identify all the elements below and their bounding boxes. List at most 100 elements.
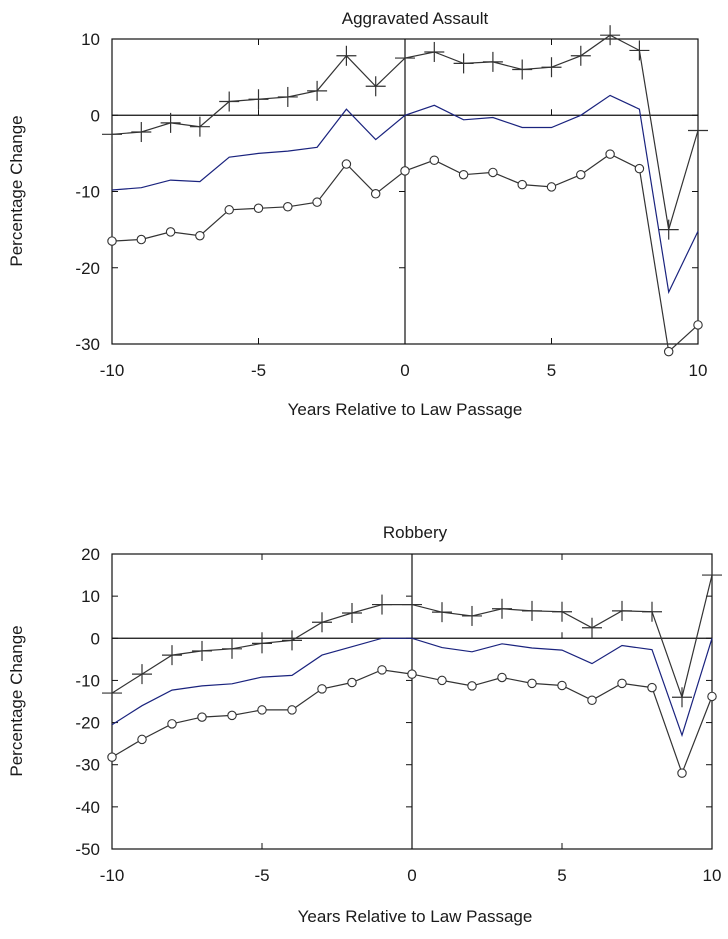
y-tick-label: -10	[75, 183, 100, 202]
x-axis-label: Years Relative to Law Passage	[288, 400, 523, 419]
x-axis-label: Years Relative to Law Passage	[298, 907, 533, 926]
circle-marker	[488, 167, 498, 178]
plus-marker	[582, 617, 602, 638]
circle-marker	[167, 719, 177, 729]
plus-marker	[160, 112, 181, 133]
plus-marker	[312, 612, 332, 633]
plus-marker	[512, 59, 533, 80]
circle-marker	[527, 678, 537, 689]
x-tick-label: -10	[100, 866, 125, 885]
x-tick-label: -5	[254, 866, 269, 885]
plus-marker	[252, 633, 272, 654]
plus-marker	[552, 601, 572, 622]
plus-marker	[102, 683, 122, 704]
y-tick-label: 0	[91, 629, 100, 648]
circle-marker	[707, 691, 717, 702]
x-tick-label: 0	[400, 361, 409, 380]
y-tick-label: -40	[75, 798, 100, 817]
circle-marker	[197, 712, 207, 722]
plus-marker	[492, 598, 512, 619]
plus-marker	[541, 57, 562, 78]
plus-marker	[672, 687, 692, 708]
y-axis-label: Percentage Change	[7, 625, 26, 776]
plus-marker	[453, 53, 474, 74]
circle-marker	[458, 169, 469, 180]
plus-marker	[365, 76, 386, 97]
plus-marker	[432, 602, 452, 623]
plus-marker	[102, 124, 122, 145]
y-tick-label: 0	[91, 106, 100, 125]
circle-marker	[605, 149, 615, 159]
circle-marker	[227, 710, 237, 721]
y-tick-label: 20	[81, 545, 100, 564]
circle-marker	[283, 202, 293, 212]
plus-marker	[402, 594, 422, 615]
circle-marker	[437, 675, 447, 686]
circle-marker	[557, 680, 567, 691]
plus-marker	[600, 25, 621, 46]
plus-marker	[462, 605, 482, 626]
plus-marker	[395, 48, 415, 69]
chart-title: Aggravated Assault	[342, 9, 489, 28]
plus-marker	[342, 603, 362, 623]
circle-marker	[257, 705, 267, 715]
plus-marker	[642, 601, 662, 622]
y-tick-label: -20	[75, 259, 100, 278]
plus-marker	[277, 86, 298, 107]
circle-marker	[107, 236, 117, 246]
plus-marker	[307, 80, 328, 101]
plus-marker	[522, 600, 542, 621]
circle-marker	[693, 320, 703, 330]
plus-marker	[189, 116, 210, 137]
circle-marker	[634, 163, 645, 174]
circle-marker	[312, 197, 322, 207]
y-tick-label: -30	[75, 335, 100, 354]
circle-marker	[407, 669, 417, 679]
plus-marker	[702, 565, 722, 586]
y-tick-label: -50	[75, 840, 100, 859]
plus-marker	[222, 638, 242, 659]
circle-marker	[587, 695, 597, 705]
plus-marker	[162, 645, 182, 666]
circle-marker	[576, 169, 586, 180]
plus-marker	[131, 122, 152, 143]
plus-marker	[282, 630, 302, 651]
plus-marker	[248, 89, 269, 110]
plus-marker	[688, 120, 708, 141]
circle-marker	[370, 189, 381, 199]
x-tick-label: 10	[703, 866, 722, 885]
circle-marker	[617, 678, 627, 689]
circle-marker	[165, 227, 176, 237]
circle-marker	[429, 155, 440, 165]
circle-marker	[517, 179, 527, 190]
plus-marker	[372, 594, 392, 615]
plus-marker	[132, 664, 152, 685]
plus-marker	[219, 91, 240, 112]
circle-marker	[224, 205, 234, 215]
circle-marker	[341, 159, 352, 169]
circle-marker	[546, 182, 557, 192]
circle-marker	[497, 672, 507, 683]
x-tick-label: 5	[547, 361, 556, 380]
circle-marker	[677, 768, 687, 778]
circle-marker	[400, 166, 410, 176]
circle-marker	[136, 234, 147, 245]
aggravated-assault-chart: Aggravated Assault Years Relative to Law…	[7, 9, 708, 419]
x-tick-label: -10	[100, 361, 125, 380]
plus-marker	[482, 51, 503, 72]
x-tick-label: 10	[689, 361, 708, 380]
y-tick-label: -20	[75, 714, 100, 733]
y-tick-label: -30	[75, 756, 100, 775]
y-tick-label: 10	[81, 587, 100, 606]
x-tick-label: 5	[557, 866, 566, 885]
plot-area: -30 -20 -10 0 10 -10 -5 0 5 10	[75, 25, 708, 380]
circle-marker	[663, 346, 674, 357]
x-tick-label: 0	[407, 866, 416, 885]
plus-marker	[336, 45, 357, 66]
plus-marker	[612, 600, 632, 621]
circle-marker	[377, 665, 387, 675]
robbery-chart: Robbery Years Relative to Law Passage Pe…	[7, 523, 722, 926]
